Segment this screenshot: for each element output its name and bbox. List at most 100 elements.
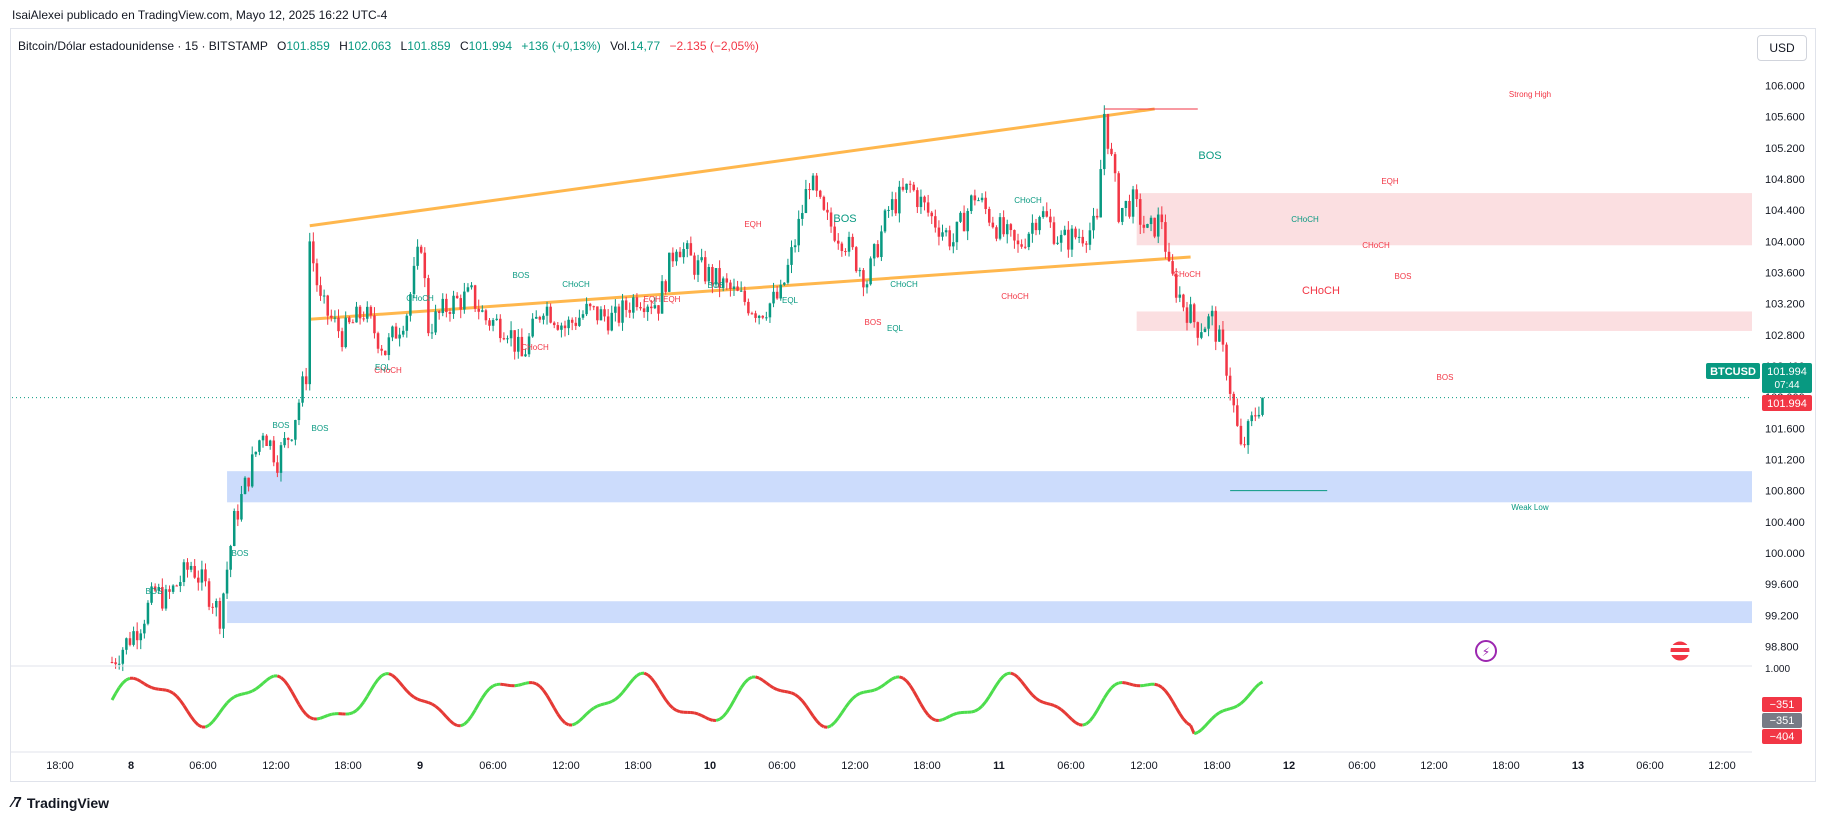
y-tick-label: 100.800 — [1765, 486, 1805, 498]
oscillator-segment — [725, 705, 732, 714]
oscillator-segment — [755, 675, 760, 680]
candle-body — [157, 587, 160, 591]
oscillator-segment — [248, 689, 253, 694]
oscillator-segment — [186, 710, 193, 718]
y-tick-label: 104.400 — [1765, 205, 1805, 217]
candle-body — [596, 306, 599, 321]
candle-body — [1067, 229, 1070, 250]
oscillator-segment — [980, 700, 987, 708]
oscillator-segment — [484, 687, 491, 694]
oscillator-segment — [538, 685, 545, 692]
oscillator-segment — [1082, 722, 1087, 727]
x-tick-label: 06:00 — [768, 760, 796, 772]
oscillator-segment — [229, 695, 236, 701]
oscillator-badge-value: −351 — [1770, 715, 1795, 727]
oscillator-segment — [121, 678, 128, 685]
oscillator-segment — [905, 680, 912, 687]
oscillator-segment — [1239, 699, 1246, 705]
candle-body — [215, 601, 218, 608]
oscillator-segment — [380, 672, 386, 678]
candle-body — [531, 318, 534, 337]
oscillator-segment — [794, 693, 800, 699]
candle-body — [161, 587, 164, 609]
oscillator-segment — [365, 689, 373, 698]
oscillator-segment — [877, 685, 883, 690]
candle-body — [743, 290, 747, 302]
candle-body — [164, 589, 168, 609]
oscillator-segment — [503, 683, 508, 687]
supply-zone — [1136, 311, 1752, 331]
y-tick-label: 103.200 — [1765, 299, 1805, 311]
oscillator-segment — [927, 713, 933, 720]
oscillator-segment — [258, 682, 264, 688]
smc-annotation-label: BOS — [513, 271, 530, 280]
oscillator-segment — [405, 689, 412, 696]
oscillator-segment — [254, 685, 261, 691]
oscillator-segment — [931, 717, 936, 722]
oscillator-badge-value: −404 — [1770, 731, 1795, 743]
candle-body — [240, 494, 243, 520]
oscillator-segment — [1002, 672, 1009, 678]
oscillator-segment — [808, 709, 815, 717]
candle-body — [1016, 240, 1020, 245]
candle-body — [808, 189, 811, 191]
candle-body — [1041, 211, 1045, 218]
candle-body — [200, 569, 204, 583]
candle-body — [786, 264, 790, 283]
price-badge-secondary-value: 101.994 — [1767, 398, 1807, 410]
candle-body — [754, 313, 757, 318]
candle-body — [373, 315, 376, 334]
symbol-name[interactable]: Bitcoin/Dólar estadounidense · 15 · BITS… — [18, 39, 268, 53]
candle-body — [703, 257, 707, 282]
candle-body — [1020, 244, 1023, 247]
candle-body — [1088, 230, 1092, 245]
currency-button[interactable]: USD — [1757, 35, 1807, 61]
oscillator-segment — [815, 719, 822, 726]
oscillator-segment — [1226, 707, 1231, 712]
candle-body — [898, 186, 901, 214]
candle-body — [876, 244, 880, 258]
candle-body — [574, 322, 578, 326]
oscillator-segment — [297, 703, 304, 711]
candle-body — [326, 295, 329, 316]
oscillator-segment — [991, 684, 998, 692]
candle-body — [315, 263, 319, 286]
candle-body — [121, 649, 125, 664]
oscillator-segment — [995, 678, 1002, 686]
smc-annotation-label: EQL — [887, 324, 904, 333]
oscillator-segment — [1129, 682, 1134, 687]
oscillator-segment — [697, 712, 703, 717]
footer-brand[interactable]: ⁄7 TradingView — [12, 794, 109, 811]
oscillator-segment — [660, 693, 667, 701]
oscillator-segment — [833, 717, 840, 724]
smc-annotation-label: CHoCH — [1291, 215, 1319, 224]
oscillator-segment — [1193, 731, 1199, 736]
candle-body — [847, 236, 851, 252]
oscillator-segment — [154, 687, 159, 691]
x-tick-label: 18:00 — [1203, 760, 1231, 772]
oscillator-segment — [110, 692, 117, 701]
oscillator-segment — [1157, 683, 1163, 689]
candle-body — [1171, 261, 1174, 274]
candle-body — [430, 332, 434, 334]
x-tick-label: 8 — [128, 760, 134, 772]
oscillator-segment — [1035, 697, 1041, 702]
candle-body — [883, 210, 887, 232]
oscillator-segment — [114, 686, 121, 695]
candle-body — [1200, 332, 1203, 338]
oscillator-segment — [413, 695, 419, 701]
candle-body — [524, 354, 527, 357]
candle-body — [628, 309, 631, 313]
price-badge-secondary — [1762, 395, 1812, 411]
oscillator-segment — [151, 686, 156, 691]
oscillator-segment — [1174, 706, 1182, 715]
oscillator-segment — [204, 723, 210, 729]
oscillator-segment — [492, 683, 498, 688]
candle-body — [912, 184, 916, 191]
oscillator-segment — [830, 721, 836, 727]
candle-body — [448, 312, 452, 314]
oscillator-segment — [1189, 724, 1196, 735]
oscillator-segment — [1167, 694, 1174, 703]
channel-lower-line — [309, 255, 1191, 321]
